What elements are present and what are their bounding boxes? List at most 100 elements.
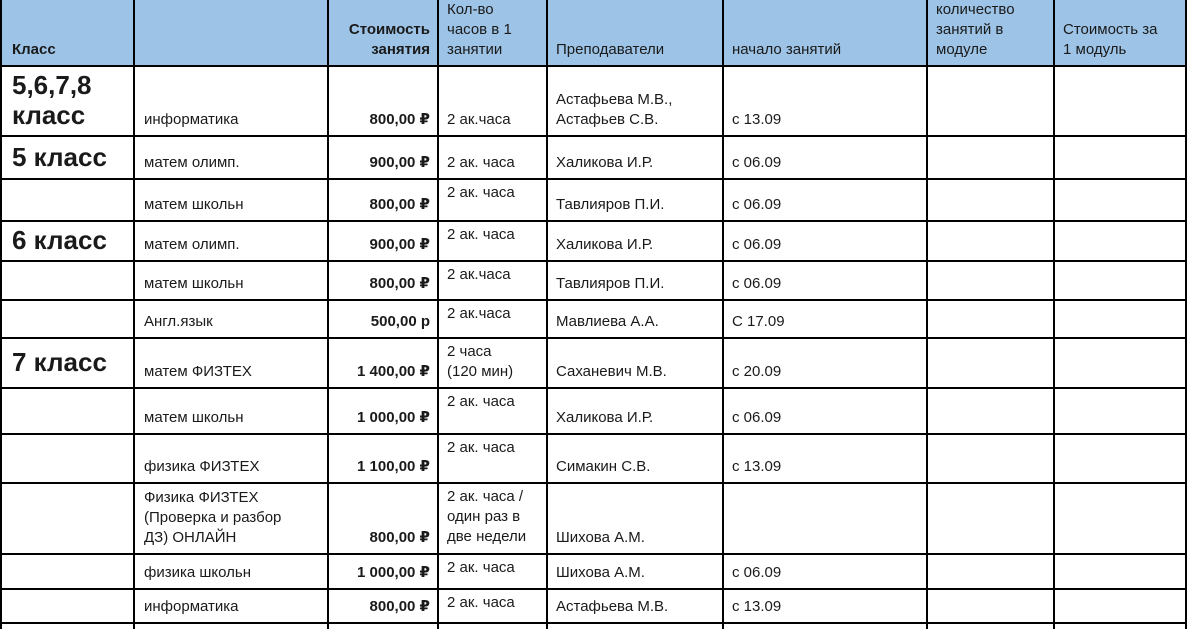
cell-cost[interactable]: 800,00 ₽ — [327, 588, 439, 624]
cell-module-cost[interactable] — [1053, 65, 1187, 137]
cell-teachers[interactable]: Симакин С.В. — [546, 433, 724, 484]
cell-cost[interactable]: 800,00 ₽ — [327, 260, 439, 301]
cell-hours[interactable]: 2 ак. часа — [437, 553, 548, 590]
cell-subject[interactable]: матем ФИЗТЕХ — [133, 337, 329, 389]
cell-cost[interactable]: 1 000,00 ₽ — [327, 553, 439, 590]
cell-start[interactable]: С 17.09 — [722, 299, 928, 339]
cell-class[interactable] — [0, 299, 135, 339]
cell-module-count[interactable] — [926, 588, 1055, 624]
cell-start[interactable]: с 06.09 — [722, 178, 928, 222]
cell-teachers[interactable]: Халикова И.Р. — [546, 135, 724, 180]
header-teachers[interactable]: Преподаватели — [546, 0, 724, 67]
cell-start[interactable] — [722, 622, 928, 629]
cell-cost[interactable]: 1 100,00 ₽ — [327, 433, 439, 484]
cell-class[interactable]: 6 класс — [0, 220, 135, 262]
cell-start[interactable]: с 06.09 — [722, 220, 928, 262]
cell-teachers[interactable] — [546, 622, 724, 629]
cell-module-cost[interactable] — [1053, 553, 1187, 590]
cell-class[interactable]: 5,6,7,8 класс — [0, 65, 135, 137]
cell-module-cost[interactable] — [1053, 299, 1187, 339]
header-module-cost[interactable]: Стоимость за 1 модуль — [1053, 0, 1187, 67]
cell-hours[interactable]: 2 ак.часа — [437, 65, 548, 137]
cell-hours[interactable]: 2 часа (120 мин) — [437, 337, 548, 389]
cell-module-count[interactable] — [926, 553, 1055, 590]
cell-subject[interactable]: Физика ФИЗТЕХ (Проверка и разбор ДЗ) ОНЛ… — [133, 482, 329, 555]
cell-start[interactable]: с 06.09 — [722, 260, 928, 301]
cell-hours[interactable]: 2 ак. часа — [437, 588, 548, 624]
cell-teachers[interactable]: Астафьева М.В., Астафьев С.В. — [546, 65, 724, 137]
header-subject[interactable] — [133, 0, 329, 67]
cell-class[interactable] — [0, 588, 135, 624]
cell-hours[interactable]: 2 ак. часа — [437, 220, 548, 262]
cell-module-count[interactable] — [926, 178, 1055, 222]
cell-teachers[interactable]: Тавлияров П.И. — [546, 178, 724, 222]
header-hours[interactable]: Кол-во часов в 1 занятии — [437, 0, 548, 67]
cell-module-cost[interactable] — [1053, 387, 1187, 435]
cell-module-cost[interactable] — [1053, 337, 1187, 389]
cell-subject[interactable]: информатика — [133, 588, 329, 624]
header-cost[interactable]: Стоимость занятия — [327, 0, 439, 67]
cell-teachers[interactable]: Саханевич М.В. — [546, 337, 724, 389]
cell-cost[interactable] — [327, 622, 439, 629]
cell-subject[interactable]: Англ.язык — [133, 299, 329, 339]
cell-module-cost[interactable] — [1053, 588, 1187, 624]
header-class[interactable]: Класс — [0, 0, 135, 67]
cell-module-cost[interactable] — [1053, 135, 1187, 180]
cell-class[interactable]: 5 класс — [0, 135, 135, 180]
cell-teachers[interactable]: Халикова И.Р. — [546, 387, 724, 435]
cell-hours[interactable]: 2 ак. часа — [437, 433, 548, 484]
cell-module-cost[interactable] — [1053, 178, 1187, 222]
cell-cost[interactable]: 900,00 ₽ — [327, 220, 439, 262]
cell-start[interactable]: с 13.09 — [722, 65, 928, 137]
cell-module-count[interactable] — [926, 482, 1055, 555]
cell-hours[interactable]: 2 ак. часа — [437, 178, 548, 222]
cell-subject[interactable] — [133, 622, 329, 629]
cell-teachers[interactable]: Шихова А.М. — [546, 553, 724, 590]
cell-module-count[interactable] — [926, 622, 1055, 629]
cell-teachers[interactable]: Мавлиева А.А. — [546, 299, 724, 339]
cell-class[interactable] — [0, 178, 135, 222]
header-start[interactable]: начало занятий — [722, 0, 928, 67]
cell-subject[interactable]: физика ФИЗТЕХ — [133, 433, 329, 484]
header-module-count[interactable]: количество занятий в модуле — [926, 0, 1055, 67]
cell-cost[interactable]: 800,00 ₽ — [327, 482, 439, 555]
cell-start[interactable]: с 13.09 — [722, 433, 928, 484]
cell-hours[interactable]: 2 ак.часа — [437, 299, 548, 339]
cell-subject[interactable]: матем олимп. — [133, 135, 329, 180]
cell-hours[interactable]: 2 ак. часа — [437, 135, 548, 180]
cell-cost[interactable]: 500,00 р — [327, 299, 439, 339]
cell-class[interactable] — [0, 433, 135, 484]
cell-subject[interactable]: матем школьн — [133, 387, 329, 435]
cell-module-cost[interactable] — [1053, 482, 1187, 555]
cell-class[interactable] — [0, 482, 135, 555]
cell-teachers[interactable]: Халикова И.Р. — [546, 220, 724, 262]
cell-class[interactable] — [0, 387, 135, 435]
cell-start[interactable]: с 20.09 — [722, 337, 928, 389]
cell-module-cost[interactable] — [1053, 433, 1187, 484]
cell-cost[interactable]: 800,00 ₽ — [327, 65, 439, 137]
cell-class[interactable] — [0, 260, 135, 301]
cell-hours[interactable] — [437, 622, 548, 629]
cell-class[interactable]: 7 класс — [0, 337, 135, 389]
cell-teachers[interactable]: Астафьева М.В. — [546, 588, 724, 624]
cell-start[interactable] — [722, 482, 928, 555]
cell-start[interactable]: с 06.09 — [722, 135, 928, 180]
cell-hours[interactable]: 2 ак.часа — [437, 260, 548, 301]
cell-start[interactable]: с 06.09 — [722, 553, 928, 590]
cell-subject[interactable]: информатика — [133, 65, 329, 137]
cell-subject[interactable]: матем школьн — [133, 178, 329, 222]
cell-teachers[interactable]: Тавлияров П.И. — [546, 260, 724, 301]
cell-module-count[interactable] — [926, 220, 1055, 262]
cell-cost[interactable]: 1 400,00 ₽ — [327, 337, 439, 389]
cell-module-count[interactable] — [926, 260, 1055, 301]
cell-class[interactable] — [0, 553, 135, 590]
cell-teachers[interactable]: Шихова А.М. — [546, 482, 724, 555]
cell-module-count[interactable] — [926, 135, 1055, 180]
cell-hours[interactable]: 2 ак. часа / один раз в две недели — [437, 482, 548, 555]
cell-hours[interactable]: 2 ак. часа — [437, 387, 548, 435]
cell-module-count[interactable] — [926, 65, 1055, 137]
cell-subject[interactable]: матем олимп. — [133, 220, 329, 262]
cell-start[interactable]: с 06.09 — [722, 387, 928, 435]
cell-cost[interactable]: 800,00 ₽ — [327, 178, 439, 222]
cell-module-count[interactable] — [926, 299, 1055, 339]
